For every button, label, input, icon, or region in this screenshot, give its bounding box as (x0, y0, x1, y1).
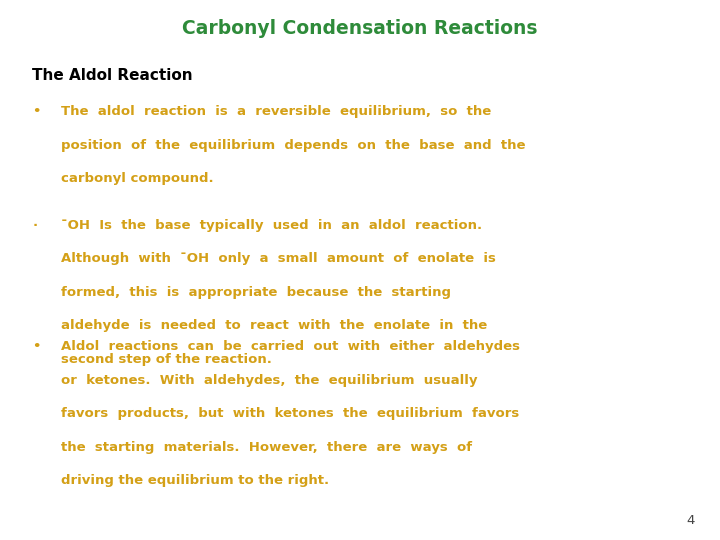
Text: the  starting  materials.  However,  there  are  ways  of: the starting materials. However, there a… (61, 441, 472, 454)
Text: The  aldol  reaction  is  a  reversible  equilibrium,  so  the: The aldol reaction is a reversible equil… (61, 105, 492, 118)
Text: or  ketones.  With  aldehydes,  the  equilibrium  usually: or ketones. With aldehydes, the equilibr… (61, 374, 477, 387)
Text: second step of the reaction.: second step of the reaction. (61, 353, 272, 366)
Text: 4: 4 (686, 514, 695, 526)
Text: ·: · (32, 219, 37, 232)
Text: •: • (32, 105, 41, 118)
Text: carbonyl compound.: carbonyl compound. (61, 172, 214, 185)
Text: Carbonyl Condensation Reactions: Carbonyl Condensation Reactions (182, 19, 538, 38)
Text: •: • (32, 340, 41, 353)
Text: formed,  this  is  appropriate  because  the  starting: formed, this is appropriate because the … (61, 286, 451, 299)
Text: position  of  the  equilibrium  depends  on  the  base  and  the: position of the equilibrium depends on t… (61, 139, 526, 152)
Text: favors  products,  but  with  ketones  the  equilibrium  favors: favors products, but with ketones the eq… (61, 407, 519, 420)
Text: Aldol  reactions  can  be  carried  out  with  either  aldehydes: Aldol reactions can be carried out with … (61, 340, 521, 353)
Text: The Aldol Reaction: The Aldol Reaction (32, 68, 193, 83)
Text: driving the equilibrium to the right.: driving the equilibrium to the right. (61, 474, 329, 487)
Text: Although  with  ¯OH  only  a  small  amount  of  enolate  is: Although with ¯OH only a small amount of… (61, 252, 496, 265)
Text: aldehyde  is  needed  to  react  with  the  enolate  in  the: aldehyde is needed to react with the eno… (61, 319, 487, 332)
Text: ¯OH  Is  the  base  typically  used  in  an  aldol  reaction.: ¯OH Is the base typically used in an ald… (61, 219, 482, 232)
